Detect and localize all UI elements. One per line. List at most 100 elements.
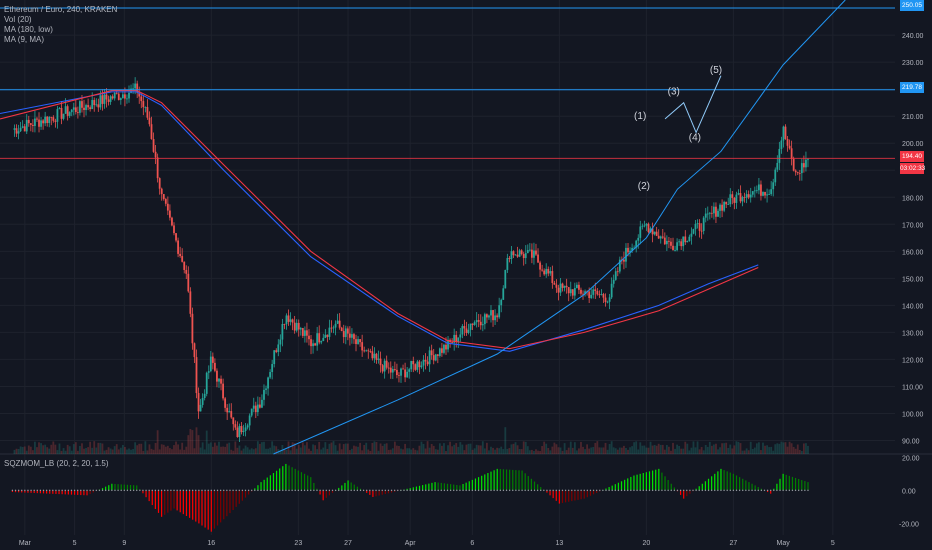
volume-bar (355, 446, 357, 454)
candle-body (23, 126, 26, 132)
volume-bars (13, 427, 809, 454)
volume-bar (553, 442, 556, 454)
squeeze-dot (421, 489, 424, 492)
squeeze-dot (334, 489, 337, 492)
volume-bar (492, 447, 494, 454)
volume-bar (719, 447, 721, 454)
squeeze-momentum-histogram (11, 463, 809, 532)
momentum-bar (213, 490, 216, 529)
candle-body (496, 315, 499, 318)
candle-body (414, 364, 417, 370)
volume-bar (109, 448, 112, 454)
momentum-bar (285, 463, 287, 491)
squeeze-dot (188, 489, 191, 492)
candle-body (688, 236, 691, 241)
squeeze-dot (617, 489, 620, 492)
squeeze-dot (751, 489, 753, 492)
volume-bar (575, 450, 578, 454)
volume-bar (31, 450, 34, 454)
squeeze-dot (785, 489, 787, 492)
momentum-bar (11, 490, 14, 493)
momentum-bar (58, 490, 60, 495)
squeeze-dot (561, 489, 564, 492)
squeeze-dot (347, 489, 349, 492)
volume-bar (661, 444, 664, 454)
candle-body (199, 404, 202, 412)
momentum-bar (61, 490, 63, 495)
candle-body (60, 108, 63, 119)
volume-bar (535, 449, 537, 454)
squeeze-dot (247, 489, 250, 492)
candle-body (303, 330, 306, 336)
symbol-title[interactable]: Ethereum / Euro, 240, KRAKEN (4, 5, 118, 14)
momentum-bar (167, 490, 169, 513)
candle-body (661, 236, 664, 238)
y-tick-label: 230.00 (902, 60, 924, 67)
momentum-bar (387, 490, 390, 494)
y-tick-label: 120.00 (902, 357, 924, 364)
volume-bar (393, 441, 396, 454)
momentum-bar (801, 480, 803, 491)
volume-bar (749, 441, 752, 454)
legend-ma-low[interactable]: MA (180, low) (4, 25, 53, 34)
momentum-bar (512, 469, 514, 491)
candle-body (142, 101, 145, 108)
volume-bar (320, 449, 323, 454)
momentum-bar (232, 490, 234, 510)
squeeze-dot (328, 489, 331, 492)
candle-body (623, 259, 625, 262)
squeeze-dot (456, 489, 458, 492)
volume-bar (555, 444, 558, 454)
squeeze-dot (574, 489, 576, 492)
trend-curve[interactable] (273, 0, 846, 455)
candle-body (590, 294, 593, 299)
momentum-bar (552, 490, 554, 499)
candle-body (181, 256, 184, 262)
volume-bar (148, 444, 151, 454)
x-tick-label: 5 (73, 540, 77, 547)
momentum-bar (723, 470, 725, 491)
squeeze-dot (446, 489, 449, 492)
candle-body (371, 351, 374, 359)
volume-bar (54, 444, 57, 454)
candle-body (686, 240, 689, 243)
volume-bar (383, 443, 386, 454)
momentum-bar (664, 476, 666, 491)
legend-volume[interactable]: Vol (20) (4, 15, 32, 24)
candle-body (557, 287, 560, 293)
y-tick-label: 170.00 (902, 222, 924, 229)
candle-body (289, 319, 292, 322)
momentum-bar (462, 484, 464, 491)
candle-body (332, 327, 335, 329)
price-tag-countdown: 03:02:33 (900, 163, 926, 174)
candle-body (396, 369, 398, 376)
momentum-bar (101, 488, 104, 491)
volume-bar (514, 442, 517, 454)
squeeze-dot (580, 489, 582, 492)
squeeze-dot (801, 489, 803, 492)
squeeze-dot (182, 489, 185, 492)
candle-body (600, 294, 603, 295)
volume-bar (672, 442, 674, 454)
candle-body (770, 189, 773, 195)
volume-bar (498, 448, 501, 454)
volume-bar (101, 443, 104, 454)
squeeze-dot (664, 489, 666, 492)
volume-bar (602, 447, 605, 454)
squeeze-dot (366, 489, 368, 492)
elliott-wave-projection[interactable]: (1) (2) (3) (4) (5) (634, 65, 722, 192)
wave-projection-path (664, 75, 722, 134)
momentum-bar (617, 482, 620, 491)
volume-bar (240, 450, 243, 454)
momentum-bar (760, 488, 762, 491)
legend-ma-ma[interactable]: MA (9, MA) (4, 35, 45, 44)
legend-sqzmom[interactable]: SQZMOM_LB (20, 2, 20, 1.5) (4, 459, 109, 468)
squeeze-dot (745, 489, 747, 492)
candle-body (745, 194, 748, 198)
volume-bar (770, 446, 773, 454)
squeeze-dot (36, 489, 38, 492)
squeeze-dot (14, 489, 17, 492)
squeeze-dot (27, 489, 29, 492)
candle-body (537, 254, 539, 263)
